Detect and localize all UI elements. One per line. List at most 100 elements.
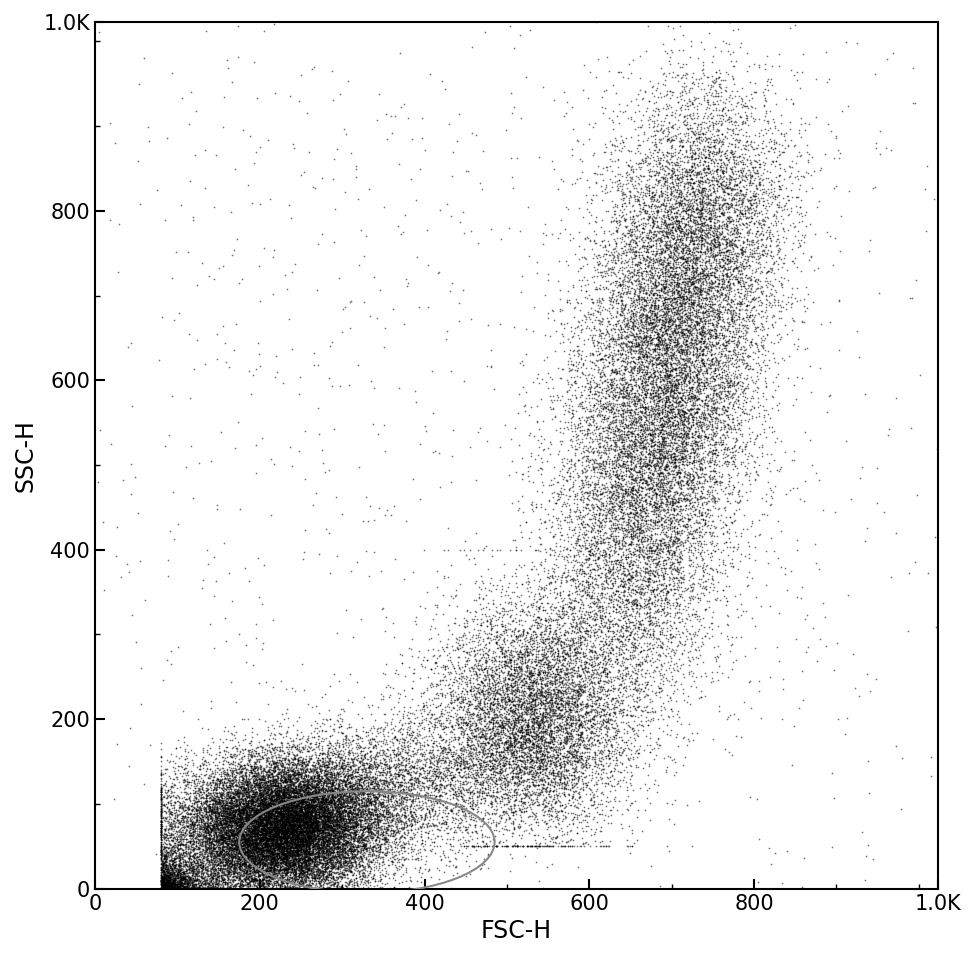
Point — [276, 808, 292, 823]
Point — [594, 756, 609, 771]
Point — [375, 827, 391, 842]
Point — [560, 717, 575, 732]
Point — [285, 829, 300, 844]
Point — [258, 853, 274, 868]
Point — [477, 764, 492, 779]
Point — [674, 448, 689, 463]
Point — [292, 802, 308, 817]
Point — [749, 263, 764, 278]
Point — [710, 673, 725, 688]
Point — [712, 414, 727, 430]
Point — [280, 832, 295, 847]
Point — [235, 832, 251, 847]
Point — [715, 327, 730, 343]
Point — [411, 768, 427, 783]
Point — [330, 820, 345, 835]
Point — [281, 799, 296, 814]
Point — [617, 622, 633, 637]
Point — [735, 275, 751, 290]
Point — [338, 770, 354, 786]
Point — [532, 732, 548, 747]
Point — [334, 810, 350, 825]
Point — [197, 857, 213, 873]
Point — [282, 807, 297, 822]
Point — [666, 261, 682, 277]
Point — [758, 239, 773, 255]
Point — [184, 804, 200, 819]
Point — [651, 663, 667, 679]
Point — [656, 560, 672, 575]
Point — [379, 759, 395, 774]
Point — [455, 776, 471, 791]
Point — [484, 654, 499, 669]
Point — [743, 87, 759, 102]
Point — [612, 458, 628, 474]
Point — [208, 805, 223, 820]
Point — [256, 824, 272, 839]
Point — [556, 689, 571, 704]
Point — [642, 745, 657, 760]
Point — [666, 314, 682, 329]
Point — [630, 637, 645, 653]
Point — [472, 579, 488, 594]
Point — [518, 655, 533, 670]
Point — [200, 809, 215, 824]
Point — [302, 842, 318, 857]
Point — [475, 739, 490, 754]
Point — [248, 821, 263, 836]
Point — [750, 306, 765, 322]
Point — [655, 169, 671, 185]
Point — [642, 453, 657, 468]
Point — [299, 806, 315, 821]
Point — [656, 249, 672, 264]
Point — [632, 584, 647, 599]
Point — [311, 847, 327, 862]
Point — [169, 870, 184, 885]
Point — [168, 833, 183, 848]
Point — [292, 807, 308, 822]
Point — [621, 671, 637, 686]
Point — [709, 393, 724, 409]
Point — [200, 783, 215, 798]
Point — [289, 854, 304, 869]
Point — [276, 812, 292, 828]
Point — [574, 518, 590, 533]
Point — [258, 773, 274, 789]
Point — [283, 852, 298, 867]
Point — [211, 860, 226, 876]
Point — [518, 788, 533, 803]
Point — [703, 278, 719, 294]
Point — [671, 249, 686, 264]
Point — [592, 392, 607, 408]
Point — [666, 501, 682, 516]
Point — [569, 545, 585, 560]
Point — [302, 802, 318, 817]
Point — [378, 792, 394, 808]
Point — [399, 278, 414, 294]
Point — [153, 801, 169, 816]
Point — [228, 864, 244, 879]
Point — [505, 753, 521, 768]
Point — [687, 321, 703, 336]
Point — [598, 507, 613, 523]
Point — [307, 805, 323, 820]
Point — [576, 568, 592, 584]
Point — [710, 494, 725, 509]
Point — [593, 445, 608, 460]
Point — [325, 881, 340, 897]
Point — [353, 772, 369, 788]
Point — [679, 288, 694, 303]
Point — [713, 226, 728, 241]
Point — [595, 466, 610, 481]
Point — [243, 802, 258, 817]
Point — [513, 708, 528, 723]
Point — [215, 813, 231, 829]
Point — [253, 807, 268, 822]
Point — [597, 83, 612, 99]
Point — [611, 433, 627, 448]
Point — [526, 791, 541, 807]
Point — [420, 669, 436, 684]
Point — [281, 833, 296, 848]
Point — [389, 822, 405, 837]
Point — [192, 854, 208, 869]
